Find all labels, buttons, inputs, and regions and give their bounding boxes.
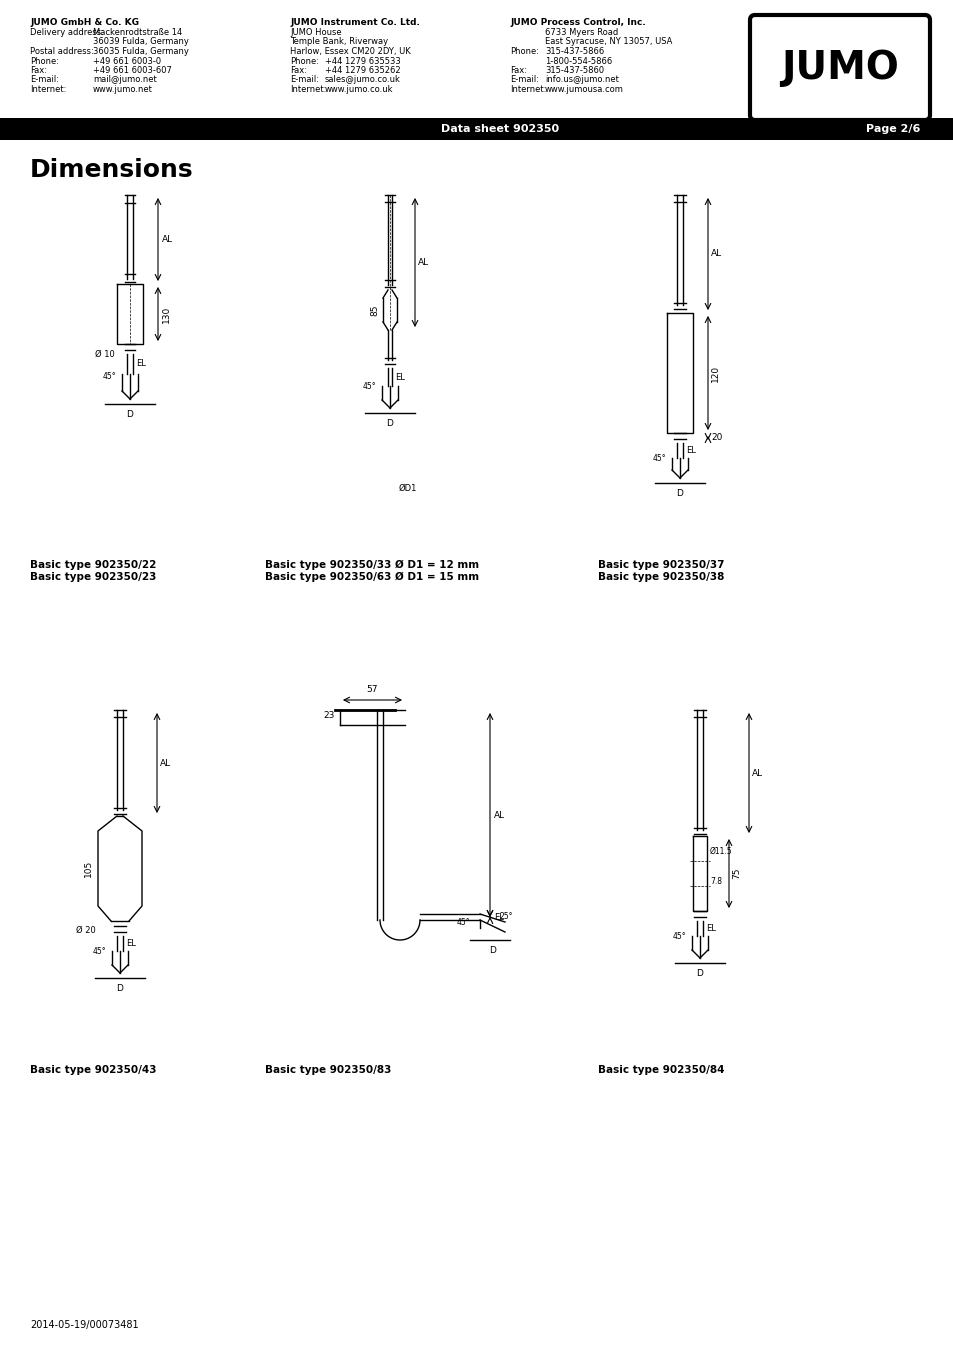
Text: JUMO Instrument Co. Ltd.: JUMO Instrument Co. Ltd. (290, 18, 419, 27)
Text: AL: AL (710, 250, 721, 258)
Text: ØD1: ØD1 (398, 483, 416, 493)
Text: 85: 85 (370, 304, 378, 316)
Text: JUMO GmbH & Co. KG: JUMO GmbH & Co. KG (30, 18, 139, 27)
Text: sales@jumo.co.uk: sales@jumo.co.uk (325, 76, 400, 85)
Text: 45°: 45° (652, 454, 665, 463)
Text: +49 661 6003-607: +49 661 6003-607 (92, 66, 172, 76)
Text: 120: 120 (710, 364, 720, 382)
Text: 45°: 45° (362, 382, 375, 391)
Text: D: D (676, 489, 682, 498)
Text: Fax:: Fax: (510, 66, 526, 76)
Text: www.jumo.net: www.jumo.net (92, 85, 152, 94)
Text: AL: AL (162, 235, 172, 244)
Text: 75: 75 (731, 868, 740, 879)
Text: Basic type 902350/83: Basic type 902350/83 (265, 1065, 391, 1075)
Text: D: D (127, 410, 133, 418)
Text: JUMO: JUMO (781, 49, 898, 86)
Text: Internet:: Internet: (290, 85, 326, 94)
Text: www.jumousa.com: www.jumousa.com (544, 85, 623, 94)
Text: D: D (489, 946, 496, 954)
Text: 45°: 45° (102, 373, 116, 381)
Text: EL: EL (685, 446, 695, 455)
Text: D: D (386, 418, 393, 428)
Text: Postal address:: Postal address: (30, 47, 93, 55)
Text: D: D (116, 984, 123, 994)
Text: Page 2/6: Page 2/6 (864, 124, 919, 134)
Text: Ø 20: Ø 20 (76, 926, 96, 936)
Text: Ø11.5: Ø11.5 (709, 846, 732, 856)
FancyBboxPatch shape (749, 15, 929, 120)
Text: 45°: 45° (92, 946, 106, 956)
Text: 105: 105 (84, 860, 92, 878)
Text: East Syracuse, NY 13057, USA: East Syracuse, NY 13057, USA (544, 38, 672, 46)
Text: JUMO House: JUMO House (290, 28, 341, 36)
Text: AL: AL (160, 759, 171, 768)
Text: 6733 Myers Road: 6733 Myers Road (544, 28, 618, 36)
Text: 2014-05-19/00073481: 2014-05-19/00073481 (30, 1320, 138, 1330)
Text: 130: 130 (162, 305, 171, 323)
Text: Phone:: Phone: (510, 47, 538, 55)
Text: 45°: 45° (672, 931, 685, 941)
Text: Harlow, Essex CM20 2DY, UK: Harlow, Essex CM20 2DY, UK (290, 47, 411, 55)
Text: 7.8: 7.8 (709, 876, 721, 886)
Text: Ø 10: Ø 10 (95, 350, 115, 359)
Text: Internet:: Internet: (510, 85, 546, 94)
Text: Data sheet 902350: Data sheet 902350 (440, 124, 558, 134)
Text: 57: 57 (366, 684, 377, 694)
Text: info.us@jumo.net: info.us@jumo.net (544, 76, 618, 85)
Text: Phone:: Phone: (30, 57, 59, 66)
Text: Basic type 902350/43: Basic type 902350/43 (30, 1065, 156, 1075)
Text: Basic type 902350/33 Ø D1 = 12 mm
Basic type 902350/63 Ø D1 = 15 mm: Basic type 902350/33 Ø D1 = 12 mm Basic … (265, 560, 478, 582)
Text: EL: EL (136, 359, 146, 369)
Text: AL: AL (417, 258, 429, 267)
Text: 315-437-5866: 315-437-5866 (544, 47, 603, 55)
Text: +44 1279 635533: +44 1279 635533 (325, 57, 400, 66)
Text: E-mail:: E-mail: (290, 76, 318, 85)
Text: 1-800-554-5866: 1-800-554-5866 (544, 57, 612, 66)
Text: EL: EL (395, 373, 404, 382)
Text: Basic type 902350/22
Basic type 902350/23: Basic type 902350/22 Basic type 902350/2… (30, 560, 156, 582)
Text: AL: AL (751, 768, 762, 778)
Text: 36035 Fulda, Germany: 36035 Fulda, Germany (92, 47, 189, 55)
Text: AL: AL (494, 810, 504, 819)
Text: +44 1279 635262: +44 1279 635262 (325, 66, 400, 76)
Text: Internet:: Internet: (30, 85, 67, 94)
Text: 36039 Fulda, Germany: 36039 Fulda, Germany (92, 38, 189, 46)
Text: 23: 23 (323, 711, 335, 720)
Text: D: D (696, 969, 702, 977)
Text: 45°: 45° (456, 918, 470, 927)
Text: 25°: 25° (499, 913, 513, 921)
Text: EL: EL (126, 940, 135, 948)
Text: E-mail:: E-mail: (30, 76, 59, 85)
Text: Basic type 902350/84: Basic type 902350/84 (598, 1065, 723, 1075)
Bar (0, 117, 953, 140)
Text: Basic type 902350/37
Basic type 902350/38: Basic type 902350/37 Basic type 902350/3… (598, 560, 723, 582)
Text: Fax:: Fax: (30, 66, 47, 76)
Text: E-mail:: E-mail: (510, 76, 538, 85)
Text: JUMO Process Control, Inc.: JUMO Process Control, Inc. (510, 18, 645, 27)
Text: 20: 20 (710, 433, 721, 443)
Text: +49 661 6003-0: +49 661 6003-0 (92, 57, 161, 66)
Text: mail@jumo.net: mail@jumo.net (92, 76, 156, 85)
Text: www.jumo.co.uk: www.jumo.co.uk (325, 85, 393, 94)
Text: Dimensions: Dimensions (30, 158, 193, 182)
Text: Mackenrodtstraße 14: Mackenrodtstraße 14 (92, 28, 182, 36)
Text: EL: EL (705, 923, 715, 933)
Text: Phone:: Phone: (290, 57, 318, 66)
Text: EL: EL (494, 913, 503, 922)
Text: 315-437-5860: 315-437-5860 (544, 66, 603, 76)
Text: Fax:: Fax: (290, 66, 307, 76)
Text: Delivery address:: Delivery address: (30, 28, 104, 36)
Text: Temple Bank, Riverway: Temple Bank, Riverway (290, 38, 388, 46)
